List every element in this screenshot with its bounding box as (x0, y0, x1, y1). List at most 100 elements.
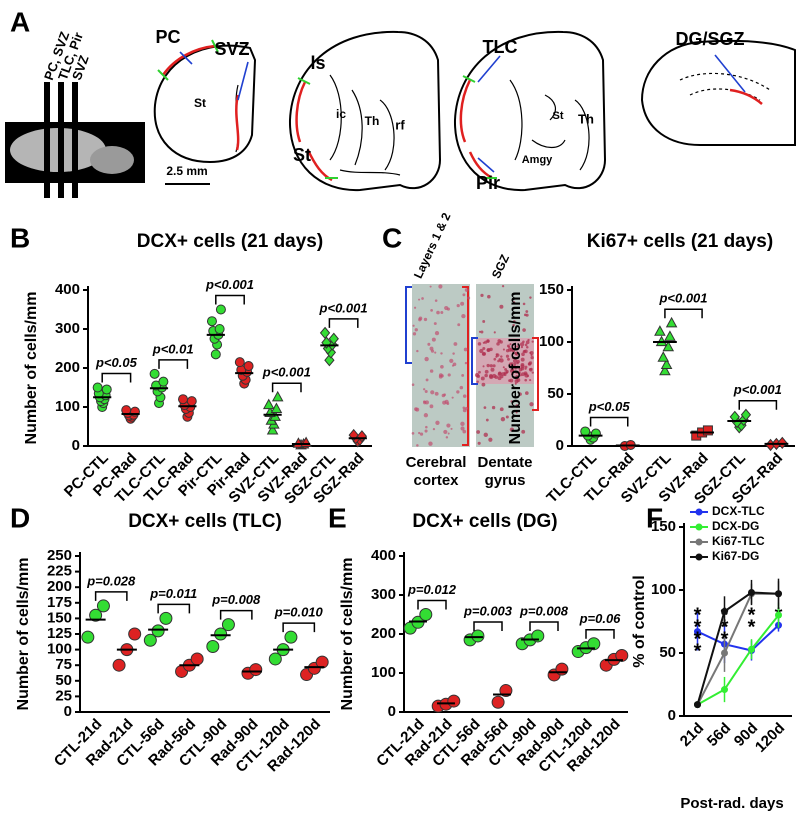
region-label: Amgy (522, 154, 553, 166)
p-value: p=0.010 (274, 605, 324, 620)
region-label: rf (395, 117, 405, 132)
cell-speck (450, 427, 453, 430)
y-tick-label: 50 (547, 385, 564, 402)
cell-speck (514, 367, 517, 370)
cell-speck (481, 352, 486, 356)
cell-speck (438, 284, 443, 289)
cell-speck (460, 421, 465, 427)
cell-speck (519, 342, 525, 347)
cell-speck (526, 346, 529, 349)
cell-speck (502, 348, 505, 351)
cell-speck (520, 366, 525, 371)
region-label: St (553, 110, 564, 122)
pointer (477, 55, 501, 83)
cell-speck (512, 358, 518, 363)
significance-star: * (748, 616, 756, 638)
cell-speck (492, 373, 497, 379)
cell-speck (487, 294, 491, 299)
cell-speck (462, 406, 466, 410)
p-value: p<0.01 (152, 341, 194, 356)
data-point (101, 384, 112, 395)
p-value: p<0.001 (658, 291, 707, 306)
p-value: p<0.001 (262, 365, 311, 380)
cell-speck (491, 405, 496, 410)
data-point (694, 701, 701, 709)
legend-marker (695, 508, 703, 516)
pointer (179, 51, 193, 65)
chart-title: DCX+ cells (TLC) (128, 511, 282, 532)
data-point (92, 382, 103, 393)
panel-letter: D (10, 502, 30, 533)
cell-speck (497, 359, 500, 363)
data-point (96, 599, 110, 613)
cell-speck (415, 407, 420, 412)
series-line (697, 614, 780, 706)
data-point (664, 330, 676, 341)
cell-speck (501, 285, 505, 288)
cell-speck (514, 382, 517, 385)
cell-speck (512, 364, 517, 369)
legend-marker (695, 538, 703, 546)
cell-speck (456, 304, 460, 308)
cell-speck (461, 313, 466, 319)
y-tick-label: 100 (539, 333, 564, 350)
region-label: Pir (476, 173, 500, 193)
cell-speck (509, 368, 515, 373)
significance-bracket (585, 629, 615, 639)
cell-speck (484, 369, 489, 374)
cell-speck (434, 351, 437, 354)
cell-speck (516, 365, 520, 369)
y-tick-label: 50 (659, 644, 676, 661)
cell-speck (456, 390, 460, 394)
cell-speck (482, 320, 486, 323)
data-point (159, 611, 173, 625)
significance-bracket (529, 621, 559, 631)
bracket (532, 337, 539, 411)
data-point (234, 357, 245, 368)
cell-speck (412, 324, 415, 327)
cell-speck (529, 402, 534, 407)
structure-line (509, 79, 590, 171)
panel-letter: E (328, 502, 347, 533)
cell-speck (464, 361, 468, 365)
cell-speck (477, 441, 481, 445)
series-line (696, 592, 779, 706)
data-point (143, 633, 157, 647)
cell-speck (496, 342, 500, 346)
pointer (714, 54, 746, 93)
cell-speck (489, 364, 493, 368)
p-value: p<0.001 (319, 300, 368, 315)
p-value: p<0.05 (588, 399, 631, 414)
cell-speck (461, 373, 465, 377)
bracket (462, 286, 469, 446)
cell-speck (513, 362, 517, 366)
cell-speck (510, 400, 513, 403)
data-point (721, 686, 728, 694)
cell-speck (416, 444, 419, 447)
data-point (319, 326, 331, 340)
cell-speck (526, 374, 530, 378)
region-label: PC (155, 27, 180, 47)
y-tick-label: 25 (55, 687, 72, 704)
cell-speck (514, 351, 518, 355)
y-tick-label: 250 (47, 547, 72, 564)
cell-speck (480, 330, 484, 334)
significance-star: * (721, 616, 729, 638)
cell-speck (531, 340, 534, 343)
cell-speck (511, 356, 515, 359)
data-point (158, 376, 169, 387)
data-point (214, 627, 228, 641)
data-point (149, 368, 160, 379)
data-point (615, 648, 629, 662)
cell-speck (524, 378, 528, 382)
data-point (748, 589, 755, 597)
y-tick-label: 150 (651, 518, 676, 535)
cell-speck (505, 415, 509, 419)
data-point (694, 628, 701, 636)
cell-speck (476, 374, 481, 379)
cell-speck (499, 304, 504, 309)
data-point (284, 630, 298, 644)
significance-star: * (721, 628, 729, 650)
pointer (477, 157, 495, 173)
cell-speck (451, 364, 455, 367)
